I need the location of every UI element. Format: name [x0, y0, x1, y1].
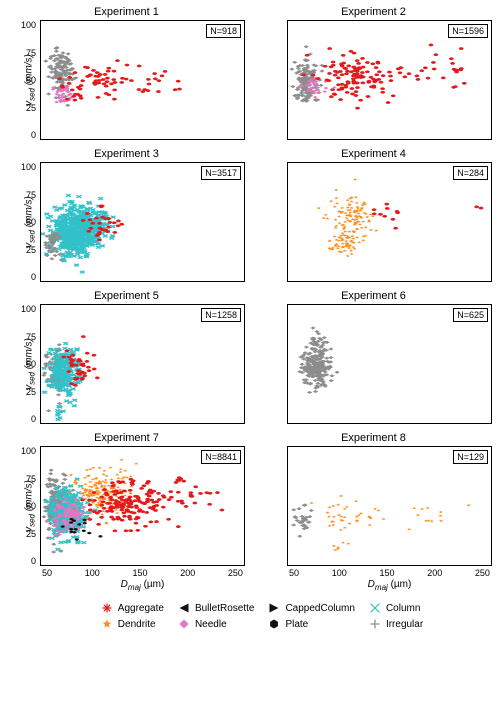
scatter-svg [288, 305, 491, 423]
plot-area: N=918 [40, 20, 245, 140]
legend-label: BulletRosette [195, 603, 254, 614]
dendrite-icon [101, 618, 113, 630]
legend-item-bulletrosette: BulletRosette [178, 602, 254, 614]
panel-1: Experiment 1vsed (mm/s)1007550250N=918 [8, 6, 245, 142]
bulletrosette-icon [178, 602, 190, 614]
needle-icon [178, 618, 190, 630]
scatter-svg [41, 305, 244, 423]
panel-7: Experiment 7vsed (mm/s)1007550250N=88415… [8, 432, 245, 592]
count-box: N=918 [206, 24, 241, 38]
scatter-svg [288, 21, 491, 139]
plot-area: N=8841 [40, 446, 245, 566]
plot-area: N=3517 [40, 162, 245, 282]
panel-4: Experiment 4 N=284 [255, 148, 492, 284]
panel-3: Experiment 3vsed (mm/s)1007550250N=3517 [8, 148, 245, 284]
legend-item-aggregate: Aggregate [101, 602, 164, 614]
panel-6: Experiment 6 N=625 [255, 290, 492, 426]
panel-title: Experiment 7 [8, 432, 245, 444]
plot-area: N=129 [287, 446, 492, 566]
legend-item-cappedcolumn: CappedColumn [268, 602, 355, 614]
legend: Aggregate BulletRosette CappedColumn Column… [8, 602, 492, 630]
legend-label: Needle [195, 619, 227, 630]
scatter-svg [288, 447, 491, 565]
panel-title: Experiment 2 [255, 6, 492, 18]
scatter-svg [41, 447, 244, 565]
x-axis-label: Dmaj (µm) [40, 579, 245, 592]
count-box: N=1258 [201, 308, 241, 322]
cappedcolumn-icon [268, 602, 280, 614]
panel-5: Experiment 5vsed (mm/s)1007550250N=1258 [8, 290, 245, 426]
panel-2: Experiment 2 N=1596 [255, 6, 492, 142]
legend-item-irregular: Irregular [369, 618, 423, 630]
column-icon [369, 602, 381, 614]
y-axis-label: vsed (mm/s) [23, 54, 36, 106]
irregular-icon [369, 618, 381, 630]
panel-title: Experiment 3 [8, 148, 245, 160]
aggregate-icon [101, 602, 113, 614]
x-axis-label: Dmaj (µm) [287, 579, 492, 592]
legend-label: Irregular [386, 619, 423, 630]
y-axis-label: vsed (mm/s) [23, 196, 36, 248]
legend-label: Plate [285, 619, 308, 630]
legend-item-dendrite: Dendrite [101, 618, 164, 630]
panels-grid: Experiment 1vsed (mm/s)1007550250N=918Ex… [8, 6, 492, 592]
panel-title: Experiment 5 [8, 290, 245, 302]
count-box: N=284 [453, 166, 488, 180]
count-box: N=8841 [201, 450, 241, 464]
legend-label: Aggregate [118, 603, 164, 614]
plate-icon [268, 618, 280, 630]
legend-label: Column [386, 603, 420, 614]
count-box: N=1596 [448, 24, 488, 38]
legend-label: Dendrite [118, 619, 156, 630]
panel-title: Experiment 8 [255, 432, 492, 444]
panel-title: Experiment 4 [255, 148, 492, 160]
scatter-svg [41, 163, 244, 281]
x-ticks: 50100150200250 [40, 568, 245, 578]
plot-area: N=1596 [287, 20, 492, 140]
plot-area: N=625 [287, 304, 492, 424]
scatter-svg [41, 21, 244, 139]
panel-8: Experiment 8 N=129 50100150200250Dmaj (µm) [255, 432, 492, 592]
panel-title: Experiment 1 [8, 6, 245, 18]
legend-item-plate: Plate [268, 618, 355, 630]
plot-area: N=1258 [40, 304, 245, 424]
scatter-grid-figure: Experiment 1vsed (mm/s)1007550250N=918Ex… [0, 0, 500, 640]
legend-item-column: Column [369, 602, 423, 614]
scatter-svg [288, 163, 491, 281]
count-box: N=625 [453, 308, 488, 322]
panel-title: Experiment 6 [255, 290, 492, 302]
y-axis-label: vsed (mm/s) [23, 480, 36, 532]
plot-area: N=284 [287, 162, 492, 282]
legend-label: CappedColumn [285, 603, 355, 614]
legend-item-needle: Needle [178, 618, 254, 630]
count-box: N=129 [453, 450, 488, 464]
y-axis-label: vsed (mm/s) [23, 338, 36, 390]
x-ticks: 50100150200250 [287, 568, 492, 578]
count-box: N=3517 [201, 166, 241, 180]
